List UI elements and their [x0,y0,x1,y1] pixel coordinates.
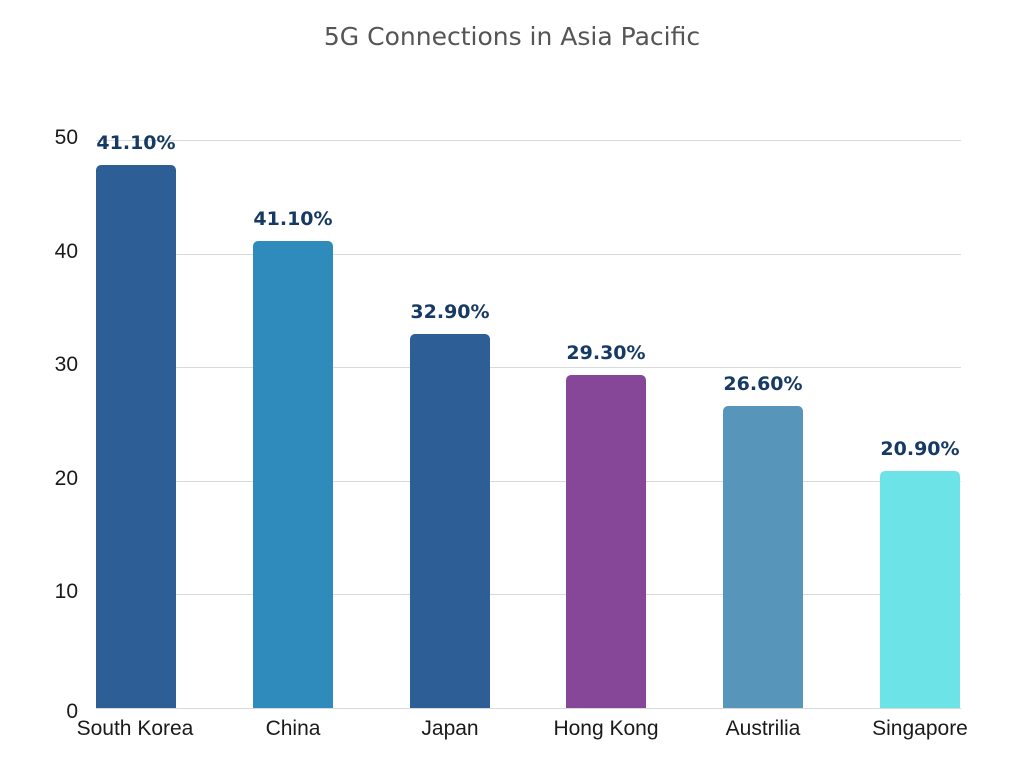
y-tick-label: 10 [54,580,78,603]
y-tick-label: 40 [54,240,78,263]
x-tick-label: Singapore [872,717,968,740]
data-label: 41.10% [96,132,176,154]
gridline [96,594,961,595]
data-label: 26.60% [723,373,803,395]
bar [880,471,960,708]
gridline [96,254,961,255]
y-tick-label: 20 [54,467,78,490]
data-label: 41.10% [253,208,333,230]
chart-title: 5G Connections in Asia Pacific [323,22,701,51]
gridline [96,708,961,709]
x-tick-label: Austrilia [725,717,801,740]
data-label: 29.30% [566,342,646,364]
x-tick-label: Hong Kong [553,717,659,740]
x-tick-label: South Korea [76,717,194,740]
bar [253,241,333,708]
bar [566,375,646,708]
data-label: 20.90% [880,438,960,460]
gridline [96,140,961,141]
x-tick-label: Japan [421,717,479,740]
x-tick-label: China [265,717,321,740]
y-tick-label: 30 [54,353,78,376]
gridline [96,367,961,368]
bar [410,334,490,708]
bar [96,165,176,708]
bar [723,406,803,708]
data-label: 32.90% [410,301,490,323]
y-tick-label: 50 [54,126,78,149]
y-tick-label: 0 [66,700,78,723]
gridline [96,481,961,482]
